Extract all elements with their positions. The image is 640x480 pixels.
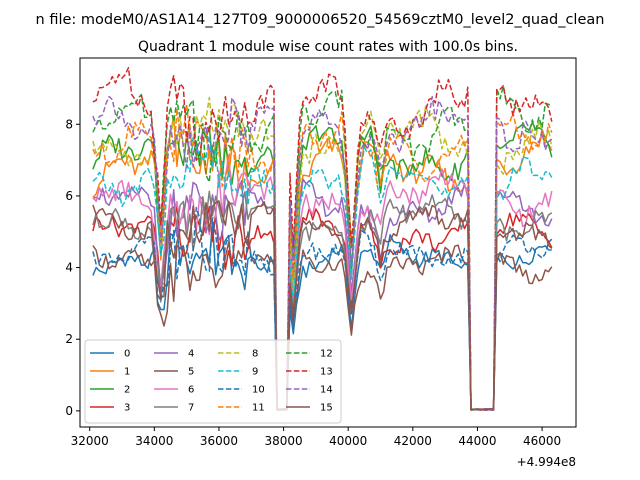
legend-label-0: 0 (124, 349, 130, 360)
legend-label-8: 8 (252, 349, 258, 360)
series-line-13 (92, 66, 553, 411)
legend-label-3: 3 (124, 403, 130, 414)
legend-label-13: 13 (320, 367, 333, 378)
x-tick-label: 40000 (329, 434, 367, 448)
legend-label-1: 1 (124, 367, 130, 378)
y-tick-label: 6 (65, 189, 73, 203)
y-tick-label: 0 (65, 404, 73, 418)
x-offset-label: +4.994e8 (517, 455, 576, 469)
legend-label-6: 6 (188, 385, 194, 396)
x-tick-label: 38000 (264, 434, 302, 448)
x-tick-label: 42000 (394, 434, 432, 448)
x-tick-label: 32000 (71, 434, 109, 448)
legend-label-7: 7 (188, 403, 194, 414)
series-layer (92, 66, 553, 411)
y-tick-label: 4 (65, 261, 73, 275)
y-tick-label: 8 (65, 117, 73, 131)
legend-label-12: 12 (320, 349, 333, 360)
y-axis: 0 2 4 6 8 (65, 117, 80, 418)
x-tick-label: 46000 (523, 434, 561, 448)
x-tick-label: 36000 (200, 434, 238, 448)
legend-label-11: 11 (252, 403, 265, 414)
legend-label-5: 5 (188, 367, 194, 378)
series-line-14 (92, 95, 553, 411)
legend-label-9: 9 (252, 367, 258, 378)
series-line-10 (92, 206, 553, 411)
y-tick-label: 2 (65, 332, 73, 346)
x-tick-label: 44000 (458, 434, 496, 448)
legend-label-10: 10 (252, 385, 265, 396)
legend-label-2: 2 (124, 385, 130, 396)
x-tick-label: 34000 (135, 434, 173, 448)
legend-label-15: 15 (320, 403, 333, 414)
legend-label-4: 4 (188, 349, 194, 360)
legend-label-14: 14 (320, 385, 333, 396)
x-axis: 32000 34000 36000 38000 40000 42000 44000 46000 (71, 427, 561, 448)
series-line-9 (92, 135, 553, 411)
plot-frame (79, 57, 577, 428)
series-line-15 (92, 200, 553, 411)
series-line-12 (92, 85, 553, 411)
figure-suptitle: n file: modeM0/AS1A14_127T09_9000006520_… (36, 12, 605, 28)
chart-title: Quadrant 1 module wise count rates with … (138, 39, 518, 55)
legend-frame (84, 339, 342, 424)
